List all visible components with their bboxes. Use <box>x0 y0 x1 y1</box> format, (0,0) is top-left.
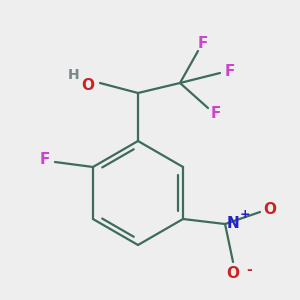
Text: H: H <box>68 68 80 82</box>
Text: F: F <box>211 106 221 122</box>
Text: -: - <box>246 263 252 277</box>
Text: F: F <box>198 35 208 50</box>
Text: N: N <box>227 217 239 232</box>
Text: O: O <box>263 202 277 217</box>
Text: +: + <box>240 208 250 220</box>
Text: O: O <box>82 77 94 92</box>
Text: F: F <box>225 64 235 79</box>
Text: O: O <box>226 266 239 281</box>
Text: F: F <box>40 152 50 167</box>
